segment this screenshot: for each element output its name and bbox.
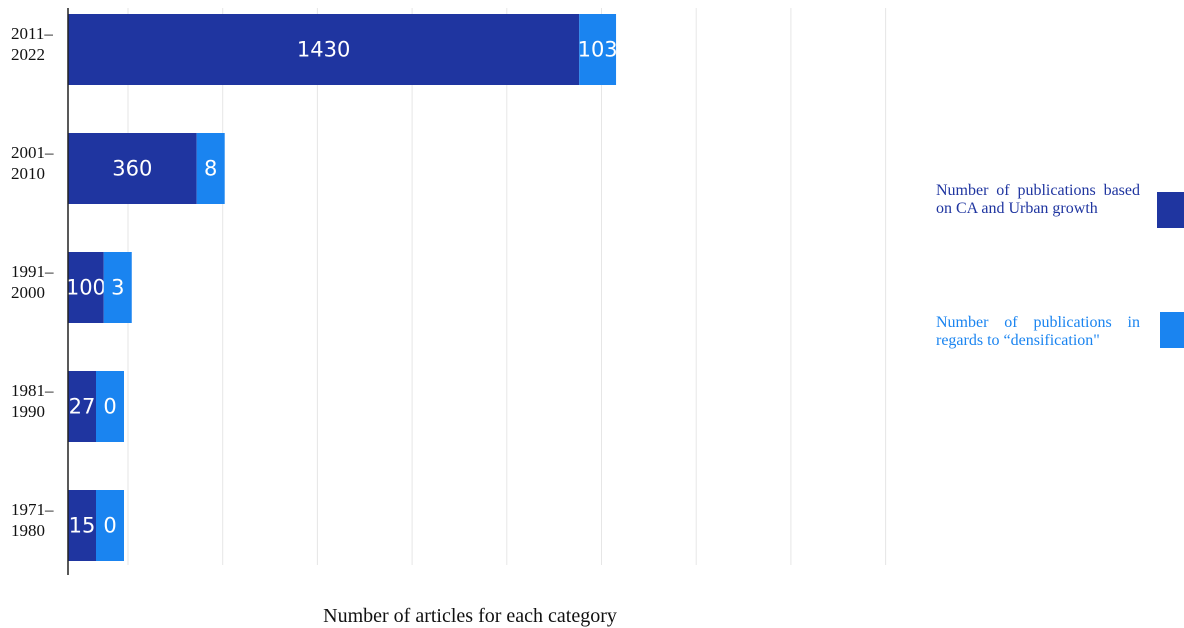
- bar-ca-urban-growth: [68, 490, 96, 561]
- bar-ca-urban-growth: [68, 14, 580, 85]
- bar-densification: [579, 14, 617, 85]
- bars: 1430 103 360 8 100 3 27 0 15 0: [66, 14, 618, 561]
- data-label: 360: [112, 157, 152, 181]
- bar-densification: [96, 371, 124, 442]
- legend-label-densification: Number of publications in regards to “de…: [936, 314, 1140, 349]
- data-label: 0: [103, 395, 116, 419]
- category-label: 1991– 2000: [11, 262, 54, 302]
- legend-swatch-ca-urban-growth: [1157, 192, 1184, 228]
- gridlines: [127, 8, 887, 565]
- data-label: 8: [204, 157, 217, 181]
- bar-densification: [196, 133, 225, 204]
- bar-densification: [96, 490, 124, 561]
- category-label: 2011– 2022: [11, 24, 53, 64]
- bar-ca-urban-growth: [68, 133, 197, 204]
- data-label: 1430: [297, 38, 350, 62]
- data-label: 103: [578, 38, 618, 62]
- category-label: 1971– 1980: [11, 500, 54, 540]
- data-label: 3: [111, 276, 124, 300]
- category-labels: 2011– 2022 2001– 2010 1991– 2000 1981– 1990 1971…: [11, 24, 54, 540]
- legend-swatch-densification: [1160, 312, 1184, 348]
- data-label: 0: [103, 514, 116, 538]
- bar-ca-urban-growth: [68, 371, 96, 442]
- data-label: 100: [66, 276, 106, 300]
- data-label: 27: [69, 395, 96, 419]
- x-axis-label: Number of articles for each category: [323, 605, 617, 627]
- category-label: 2001– 2010: [11, 143, 54, 183]
- bar-ca-urban-growth: [68, 252, 104, 323]
- bar-densification: [103, 252, 132, 323]
- legend-label-ca-urban-growth: Number of publications based on CA and U…: [936, 182, 1140, 217]
- data-label: 15: [69, 514, 96, 538]
- category-label: 1981– 1990: [11, 381, 54, 421]
